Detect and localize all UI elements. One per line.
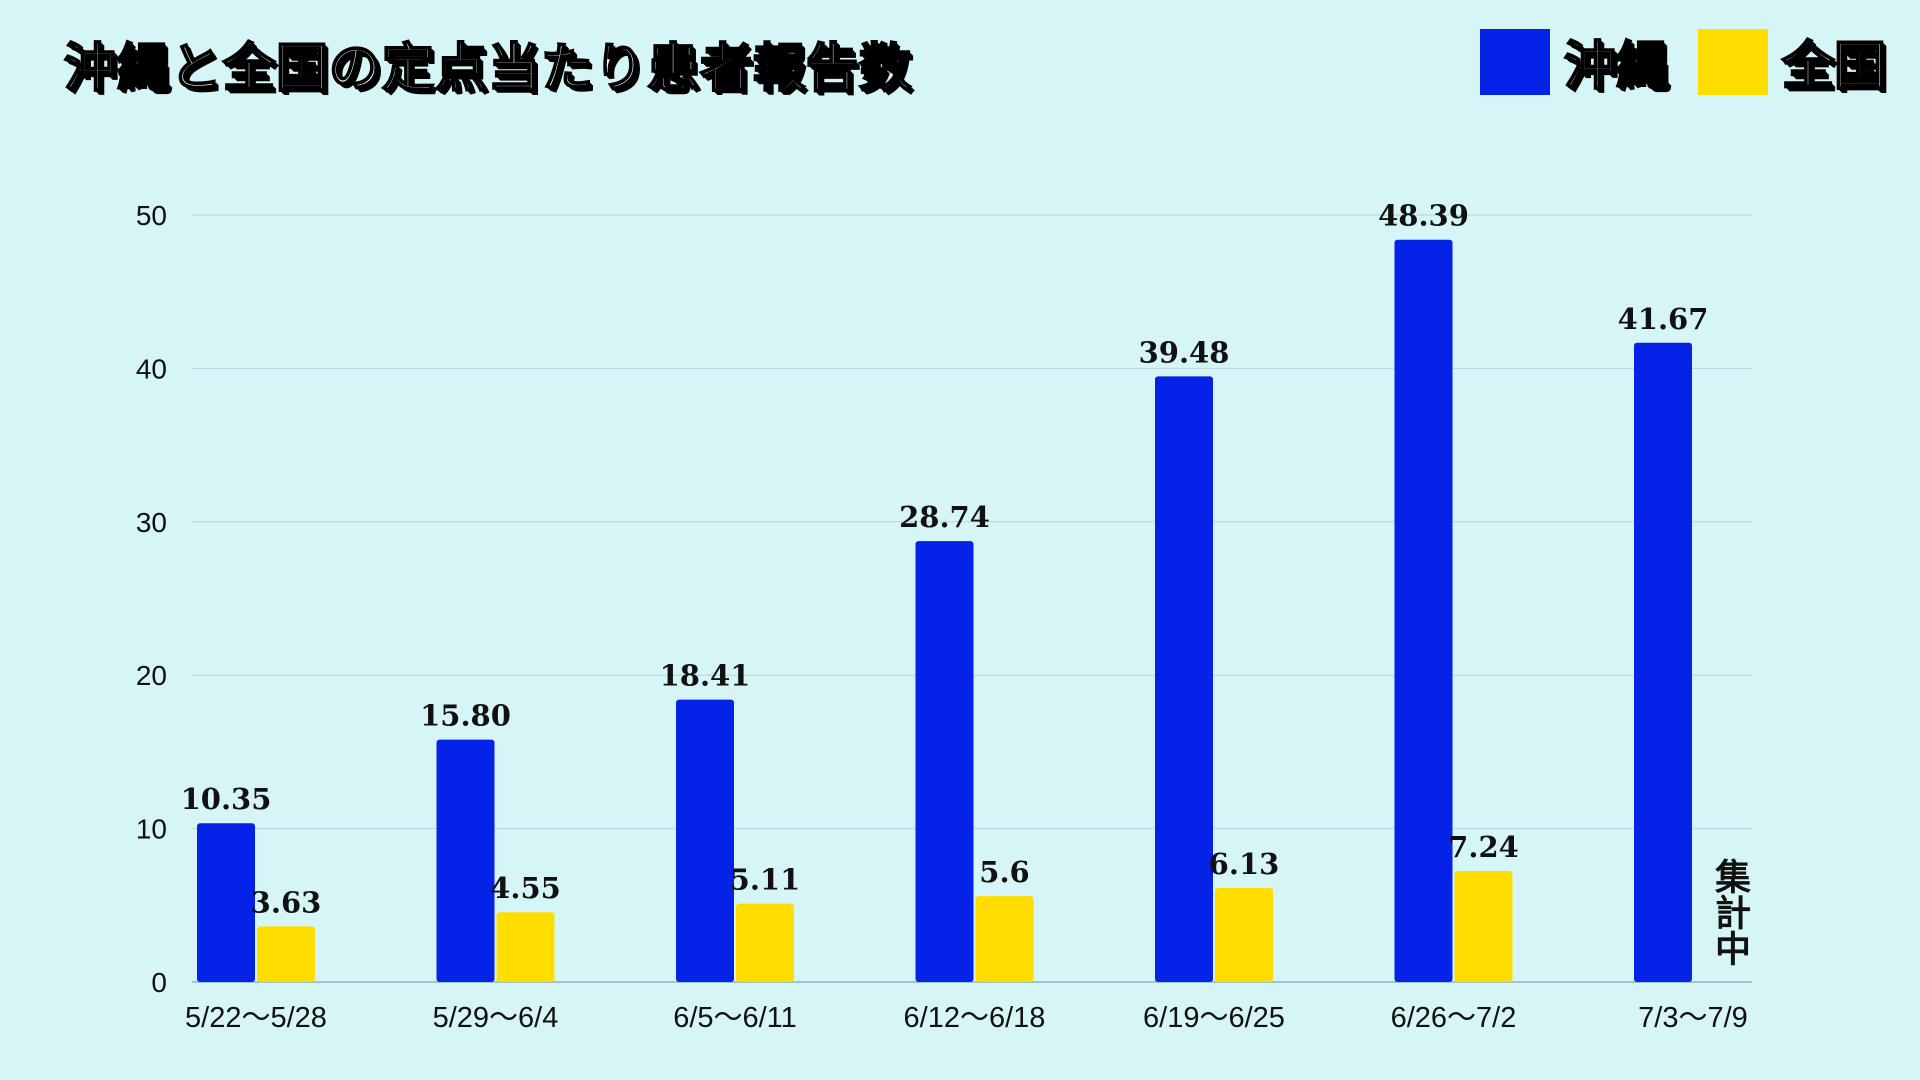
x-tick-label: 7/3〜7/9 [1638, 1002, 1748, 1034]
x-tick-label: 6/19〜6/25 [1143, 1002, 1285, 1034]
data-label-okinawa-3: 28.74 [899, 500, 990, 534]
bar-national-5 [1454, 870, 1513, 982]
x-tick-label: 6/26〜7/2 [1391, 1002, 1517, 1034]
x-tick-label: 5/22〜5/28 [185, 1002, 327, 1034]
legend-label-okinawa: 沖縄 [1563, 36, 1669, 98]
bar-national-0 [257, 926, 315, 982]
in-progress-note: 集計中 [1709, 858, 1751, 966]
chart-title: 沖縄と全国の定点当たり患者報告数 [63, 38, 913, 100]
y-tick-label: 30 [136, 507, 167, 538]
x-tick-label: 6/12〜6/18 [904, 1002, 1046, 1034]
y-tick-label: 20 [136, 660, 167, 691]
data-label-okinawa-2: 18.41 [660, 659, 751, 693]
data-label-national-2: 5.11 [730, 863, 801, 897]
legend-item-national: 全国 [1697, 24, 1887, 99]
legend-label-national: 全国 [1781, 36, 1887, 98]
y-tick-label: 10 [136, 814, 167, 845]
data-label-national-1: 4.55 [490, 871, 561, 905]
data-label-okinawa-5: 48.39 [1378, 199, 1469, 233]
y-tick-label: 0 [151, 967, 167, 998]
legend-swatch-okinawa [1479, 28, 1550, 95]
x-tick-label: 6/5〜6/11 [673, 1002, 797, 1034]
bar-national-3 [975, 896, 1034, 982]
bar-national-4 [1215, 887, 1273, 982]
y-tick-label: 50 [136, 200, 167, 231]
y-tick-label: 40 [136, 353, 167, 384]
bar-okinawa-1 [436, 739, 495, 982]
bar-national-2 [736, 903, 794, 982]
bar-okinawa-0 [197, 823, 255, 982]
bar-okinawa-6 [1634, 342, 1692, 982]
data-label-national-4: 6.13 [1209, 847, 1280, 881]
bar-okinawa-2 [676, 699, 734, 982]
data-label-okinawa-1: 15.80 [420, 699, 511, 733]
bar-national-1 [496, 912, 555, 982]
legend: 沖縄 全国 [1450, 24, 1887, 99]
bar-okinawa-4 [1155, 376, 1213, 982]
data-label-national-0: 3.63 [251, 885, 322, 919]
data-label-okinawa-0: 10.35 [181, 782, 272, 816]
x-tick-label: 5/29〜6/4 [433, 1002, 559, 1034]
legend-swatch-national [1697, 28, 1768, 95]
legend-item-okinawa: 沖縄 [1479, 24, 1669, 99]
bar-okinawa-5 [1394, 239, 1453, 983]
bar-okinawa-3 [915, 541, 974, 982]
data-label-okinawa-4: 39.48 [1139, 335, 1230, 369]
data-label-national-3: 5.6 [979, 855, 1029, 889]
data-label-okinawa-6: 41.67 [1618, 302, 1709, 336]
data-label-national-5: 7.24 [1448, 830, 1519, 864]
